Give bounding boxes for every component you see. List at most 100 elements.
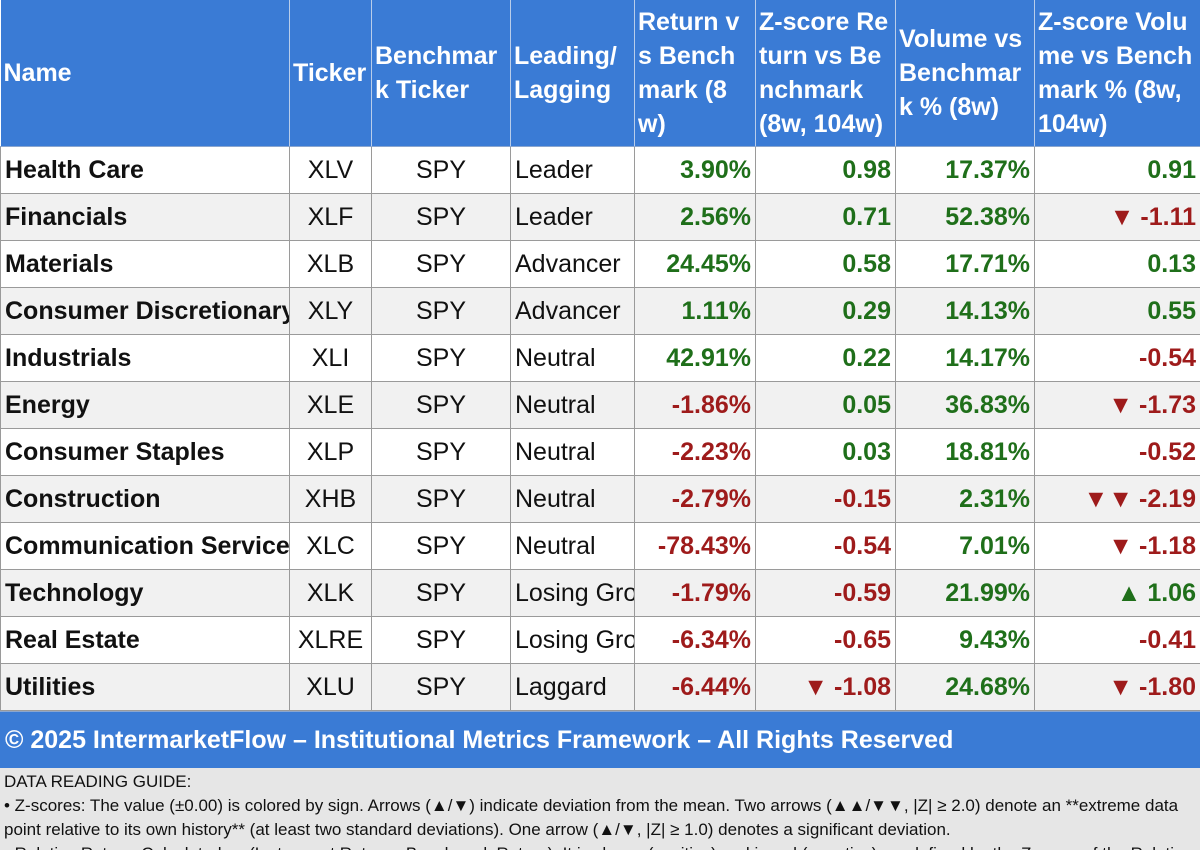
cell-return: 2.56% <box>635 194 756 241</box>
cell-status: Advancer <box>511 288 635 335</box>
arrow-down-icon: ▼ <box>1108 391 1133 419</box>
guide-zscore-text: • Z-scores: The value (±0.00) is colored… <box>4 794 1196 842</box>
cell-return-value: 3.90% <box>680 156 751 184</box>
arrow-down-icon: ▼ <box>1110 203 1135 231</box>
cell-name: Industrials <box>1 335 290 382</box>
cell-volume: 14.17% <box>896 335 1035 382</box>
cell-zscore-return: 0.58 <box>756 241 896 288</box>
cell-return: -6.44% <box>635 664 756 711</box>
cell-zscore-return-value: 0.03 <box>842 438 891 466</box>
cell-zscore-return-value: 0.22 <box>842 344 891 372</box>
cell-name: Technology <box>1 570 290 617</box>
cell-name-value: Materials <box>5 250 113 278</box>
cell-zscore-volume-value: -2.19 <box>1139 485 1196 513</box>
cell-zscore-return-value: 0.29 <box>842 297 891 325</box>
cell-ticker: XHB <box>290 476 372 523</box>
cell-zscore-volume: ▲1.06 <box>1035 570 1200 617</box>
cell-benchmark: SPY <box>372 570 511 617</box>
cell-volume-value: 36.83% <box>945 391 1030 419</box>
cell-zscore-return: 0.98 <box>756 147 896 194</box>
cell-return-value: 24.45% <box>666 250 751 278</box>
cell-status-value: Losing Group <box>515 579 635 607</box>
cell-zscore-volume-value: -0.52 <box>1139 438 1196 466</box>
cell-benchmark-value: SPY <box>416 438 466 466</box>
cell-benchmark-value: SPY <box>416 532 466 560</box>
cell-status-value: Laggard <box>515 673 607 701</box>
col-header-return: Return vs Benchmark (8w) <box>635 0 756 147</box>
col-header-volume: Volume vs Benchmark % (8w) <box>896 0 1035 147</box>
cell-ticker: XLF <box>290 194 372 241</box>
cell-benchmark-value: SPY <box>416 626 466 654</box>
cell-return: -1.86% <box>635 382 756 429</box>
cell-zscore-volume: 0.13 <box>1035 241 1200 288</box>
cell-ticker-value: XLU <box>306 673 355 701</box>
cell-volume-value: 52.38% <box>945 203 1030 231</box>
cell-ticker: XLY <box>290 288 372 335</box>
col-header-ticker: Ticker <box>290 0 372 147</box>
cell-ticker: XLK <box>290 570 372 617</box>
cell-zscore-volume: ▼-1.11 <box>1035 194 1200 241</box>
cell-benchmark-value: SPY <box>416 250 466 278</box>
cell-return: 24.45% <box>635 241 756 288</box>
cell-ticker: XLP <box>290 429 372 476</box>
cell-return: 1.11% <box>635 288 756 335</box>
cell-name-value: Technology <box>5 579 143 607</box>
cell-zscore-return: -0.59 <box>756 570 896 617</box>
cell-status-value: Neutral <box>515 532 596 560</box>
cell-benchmark: SPY <box>372 523 511 570</box>
cell-name: Construction <box>1 476 290 523</box>
cell-zscore-volume-value: -1.18 <box>1139 532 1196 560</box>
cell-zscore-return-value: 0.58 <box>842 250 891 278</box>
cell-name-value: Real Estate <box>5 626 140 654</box>
cell-volume: 2.31% <box>896 476 1035 523</box>
arrow-down-icon: ▼ <box>803 673 828 701</box>
cell-volume-value: 14.13% <box>945 297 1030 325</box>
cell-name: Utilities <box>1 664 290 711</box>
cell-status-value: Neutral <box>515 391 596 419</box>
cell-return: 3.90% <box>635 147 756 194</box>
cell-ticker-value: XLC <box>306 532 355 560</box>
cell-zscore-return-value: 0.05 <box>842 391 891 419</box>
cell-ticker-value: XLRE <box>298 626 363 654</box>
cell-benchmark: SPY <box>372 617 511 664</box>
cell-volume-value: 14.17% <box>945 344 1030 372</box>
cell-benchmark-value: SPY <box>416 297 466 325</box>
cell-benchmark: SPY <box>372 335 511 382</box>
cell-name-value: Financials <box>5 203 127 231</box>
cell-status-value: Leader <box>515 156 593 184</box>
cell-zscore-return-value: 0.71 <box>842 203 891 231</box>
cell-status: Laggard <box>511 664 635 711</box>
cell-ticker-value: XLP <box>307 438 354 466</box>
cell-ticker-value: XLB <box>307 250 354 278</box>
cell-zscore-volume: -0.41 <box>1035 617 1200 664</box>
cell-status: Losing Group <box>511 617 635 664</box>
cell-name-value: Construction <box>5 485 161 513</box>
cell-return-value: -6.34% <box>672 626 751 654</box>
cell-name: Consumer Discretionary <box>1 288 290 335</box>
cell-zscore-return: -0.15 <box>756 476 896 523</box>
arrow-down-icon: ▼ <box>1108 532 1133 560</box>
cell-ticker-value: XHB <box>305 485 356 513</box>
cell-ticker: XLV <box>290 147 372 194</box>
cell-name: Communication Services <box>1 523 290 570</box>
guide-title: DATA READING GUIDE: <box>4 770 1196 794</box>
cell-name: Real Estate <box>1 617 290 664</box>
cell-zscore-return: 0.71 <box>756 194 896 241</box>
cell-benchmark: SPY <box>372 147 511 194</box>
cell-zscore-return: -0.54 <box>756 523 896 570</box>
cell-status-value: Advancer <box>515 297 621 325</box>
cell-ticker-value: XLY <box>308 297 353 325</box>
cell-zscore-volume-value: 0.13 <box>1147 250 1196 278</box>
cell-benchmark-value: SPY <box>416 485 466 513</box>
cell-zscore-return: ▼-1.08 <box>756 664 896 711</box>
cell-name: Materials <box>1 241 290 288</box>
cell-return-value: 2.56% <box>680 203 751 231</box>
cell-zscore-volume-value: 1.06 <box>1147 579 1196 607</box>
cell-zscore-volume-value: -0.41 <box>1139 626 1196 654</box>
cell-volume: 17.71% <box>896 241 1035 288</box>
cell-zscore-volume-value: -1.11 <box>1140 203 1196 231</box>
cell-status: Neutral <box>511 335 635 382</box>
cell-ticker-value: XLV <box>308 156 353 184</box>
